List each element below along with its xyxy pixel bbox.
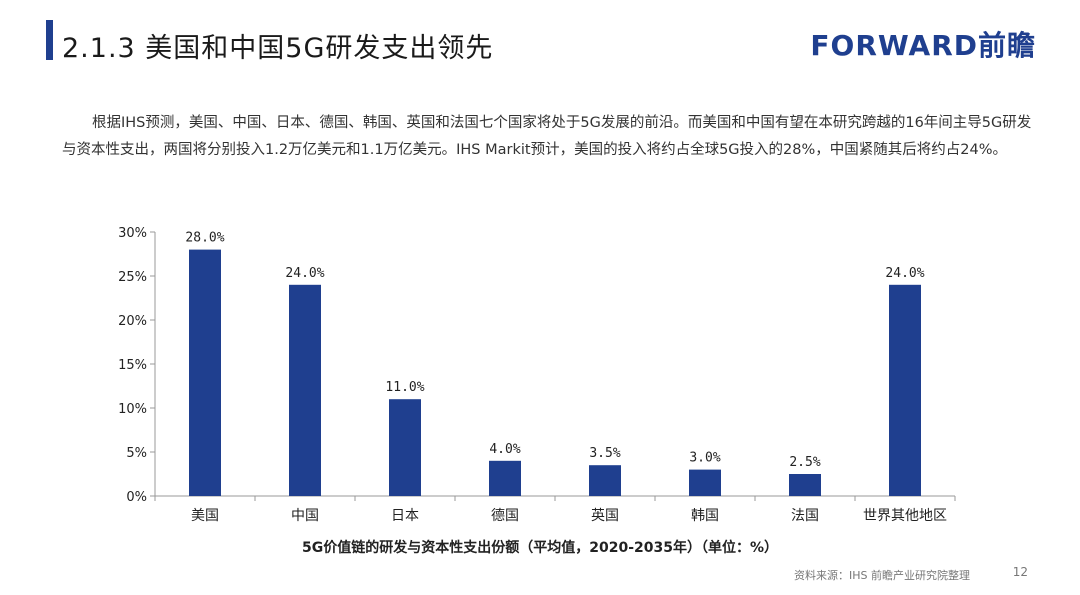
bar-chart: 0% 5% 10% 15% 20% 25% 30% 28.0% 美国 24.0% 中国 11.0% 日本… [100,215,980,560]
bar-value-label: 3.0% [689,451,720,466]
page-number: 12 [1012,565,1028,579]
intro-paragraph: 根据IHS预测，美国、中国、日本、德国、韩国、英国和法国七个国家将处于5G发展的… [62,115,1032,158]
y-tick-label: 10% [118,402,147,417]
bar-value-label: 28.0% [185,231,224,246]
bar [689,469,721,496]
bar [589,465,621,496]
source-note: 资料来源：IHS 前瞻产业研究院整理 [794,569,970,582]
bar-value-label: 24.0% [885,266,924,281]
x-category-label: 美国 [191,508,219,524]
y-tick-label: 5% [126,446,147,461]
y-tick-label: 25% [118,270,147,285]
page-title: 2.1.3 美国和中国5G研发支出领先 [62,33,494,64]
bar [289,284,321,496]
bar [389,399,421,496]
bar-value-label: 11.0% [385,380,424,395]
x-category-label: 英国 [591,507,619,524]
x-category-label: 日本 [391,508,419,524]
bar-value-label: 4.0% [489,442,520,457]
bar [189,249,221,496]
x-category-label: 法国 [791,508,819,524]
y-tick-label: 30% [118,226,147,241]
bar-value-label: 24.0% [285,266,324,281]
x-category-label: 世界其他地区 [863,508,947,524]
title-accent-bar [46,20,53,60]
y-tick-label: 0% [126,490,147,505]
chart-canvas: 0% 5% 10% 15% 20% 25% 30% 28.0% 美国 24.0% 中国 11.0% 日本… [118,226,956,524]
x-category-label: 德国 [491,508,519,524]
bar [489,460,521,496]
y-tick-label: 15% [118,358,147,373]
y-tick-label: 20% [118,314,147,329]
bar-value-label: 2.5% [789,455,820,470]
x-axis-label: 5G价值链的研发与资本性支出份额（平均值，2020-2035年）（单位：%） [302,540,778,556]
brand-logo: FORWARD前瞻 [810,29,1036,62]
bar [889,284,921,496]
bar-value-label: 3.5% [589,446,620,461]
x-category-label: 韩国 [691,508,719,524]
x-category-label: 中国 [291,508,319,524]
bar [789,474,821,496]
